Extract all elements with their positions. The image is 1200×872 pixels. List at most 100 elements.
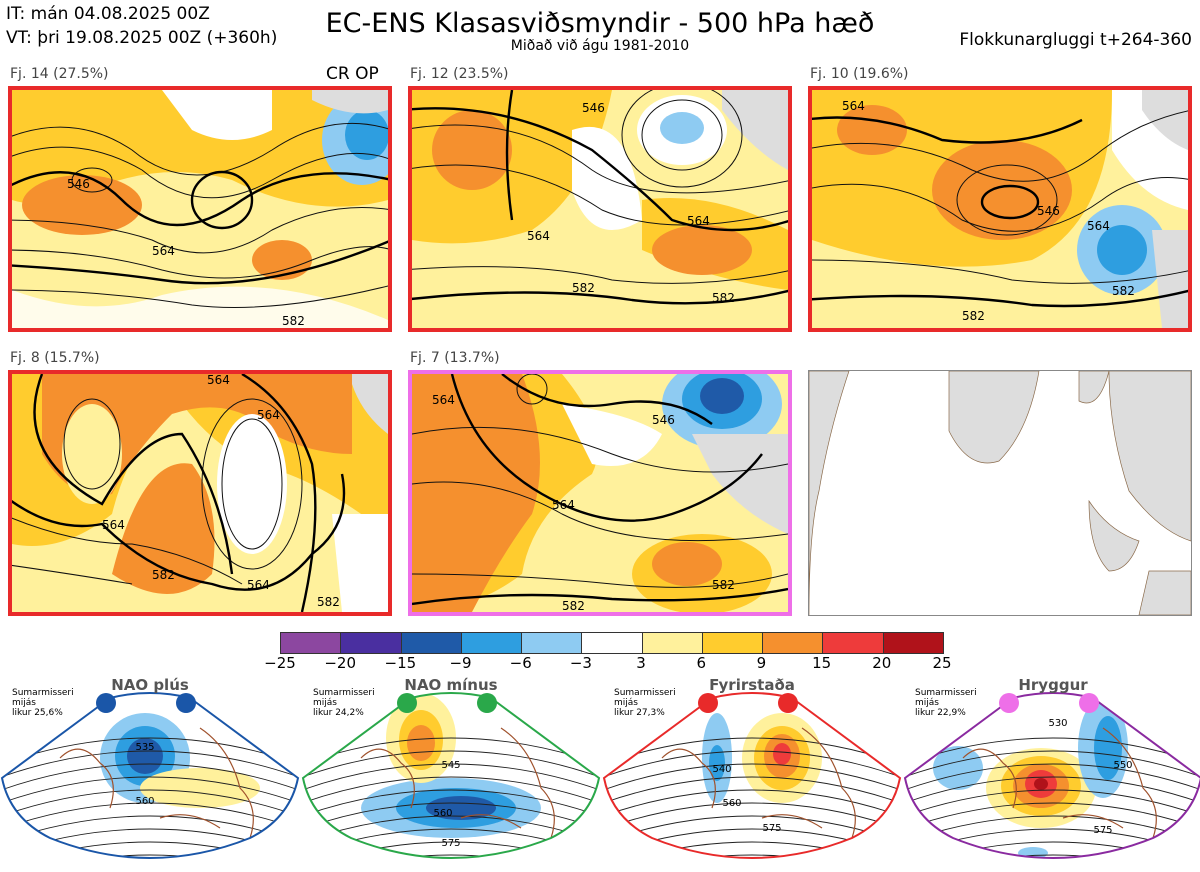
contour-label: 582 bbox=[572, 281, 595, 295]
colorbar-swatch bbox=[461, 633, 523, 653]
contour-label: 582 bbox=[712, 291, 735, 305]
contour-label: 564 bbox=[247, 578, 270, 592]
regime-marker-dot bbox=[176, 693, 196, 713]
regime-panel: 530 550 575 Hryggur Sumarmisseri mijás likur… bbox=[903, 668, 1200, 868]
colorbar-tick-label: −25 bbox=[264, 654, 296, 672]
regime-note: Sumarmisseri mijás likur 24,2% bbox=[313, 688, 375, 718]
regime-note: Sumarmisseri mijás likur 27,3% bbox=[614, 688, 676, 718]
colorbar-swatch bbox=[582, 633, 643, 653]
contour-label: 546 bbox=[1037, 204, 1060, 218]
colorbar-swatch bbox=[401, 633, 462, 653]
regime-map: 530 550 575 bbox=[903, 692, 1200, 859]
regime-contour-label: 540 bbox=[712, 764, 731, 775]
regime-title: NAO plús bbox=[111, 676, 189, 694]
colorbar-tick-label: −20 bbox=[324, 654, 356, 672]
colorbar-tick-label: 6 bbox=[696, 654, 707, 672]
colorbar-swatch bbox=[823, 633, 884, 653]
panel-1-label: Fj. 14 (27.5%) bbox=[10, 66, 109, 82]
cluster-map-4: 564 564 564 564 582 582 bbox=[8, 370, 392, 616]
regime-note: Sumarmisseri mijás likur 22,9% bbox=[915, 688, 977, 718]
regime-marker-dot bbox=[96, 693, 116, 713]
regime-panel: 540 560 575 Fyrirstaða Sumarmisseri mijás li… bbox=[602, 668, 902, 868]
regime-contour-label: 560 bbox=[135, 796, 154, 807]
regime-marker-dot bbox=[477, 693, 497, 713]
regime-contour-label: 575 bbox=[441, 838, 460, 849]
colorbar-tick-label: 9 bbox=[756, 654, 767, 672]
contour-label: 564 bbox=[527, 229, 550, 243]
colorbar-swatch bbox=[341, 633, 402, 653]
regime-title: Fyrirstaða bbox=[709, 676, 795, 694]
colorbar-swatch bbox=[281, 633, 342, 653]
empty-map-panel bbox=[808, 370, 1192, 616]
panel-5-label: Fj. 7 (13.7%) bbox=[410, 350, 500, 366]
regime-marker-dot bbox=[397, 693, 417, 713]
colorbar-tick-label: −15 bbox=[384, 654, 417, 672]
contour-label: 582 bbox=[152, 568, 175, 582]
contour-label: 546 bbox=[652, 413, 675, 427]
contour-label: 564 bbox=[102, 518, 125, 532]
page-subtitle: Miðað við águ 1981-2010 bbox=[510, 38, 690, 54]
classification-window: Flokkunargluggi t+264-360 bbox=[959, 30, 1192, 50]
contour-label: 546 bbox=[582, 101, 605, 115]
contour-label: 582 bbox=[282, 314, 305, 328]
panel-1-extra: CR OP bbox=[326, 64, 379, 84]
regime-map: 545 560 575 bbox=[301, 692, 601, 859]
regime-title: Hryggur bbox=[1018, 676, 1088, 694]
regime-contour-label: 560 bbox=[433, 808, 452, 819]
panel-4-label: Fj. 8 (15.7%) bbox=[10, 350, 100, 366]
colorbar-tick-label: 3 bbox=[636, 654, 646, 672]
colorbar-tick-label: 15 bbox=[812, 654, 832, 672]
colorbar-swatch bbox=[522, 633, 583, 653]
colorbar-tick-label: 20 bbox=[872, 654, 892, 672]
contour-label: 582 bbox=[562, 599, 585, 612]
regime-panel: 545 560 575 NAO mínus Sumarmisseri mijás lik… bbox=[301, 668, 601, 868]
contour-label: 564 bbox=[432, 393, 455, 407]
colorbar-swatch bbox=[702, 633, 764, 653]
contour-label: 582 bbox=[712, 578, 735, 592]
contour-label: 582 bbox=[317, 595, 340, 609]
contour-label: 546 bbox=[67, 177, 90, 191]
contour-label: 582 bbox=[962, 309, 985, 323]
regime-contour-label: 575 bbox=[762, 823, 781, 834]
page-title: EC-ENS Klasasviðsmyndir - 500 hPa hæð bbox=[325, 8, 875, 39]
regime-map: 540 560 575 bbox=[602, 692, 902, 859]
panel-3-label: Fj. 10 (19.6%) bbox=[810, 66, 909, 82]
regime-marker-dot bbox=[778, 693, 798, 713]
contour-label: 564 bbox=[552, 498, 575, 512]
regime-title: NAO mínus bbox=[404, 676, 498, 694]
regime-map: 535 560 bbox=[0, 692, 300, 859]
colorbar-tick-label: −3 bbox=[569, 654, 592, 672]
colorbar-tick-label: 25 bbox=[932, 654, 952, 672]
contour-label: 564 bbox=[257, 408, 280, 422]
colorbar-swatch bbox=[883, 633, 943, 653]
valid-time: VT: þri 19.08.2025 00Z (+360h) bbox=[6, 28, 278, 48]
contour-label: 564 bbox=[842, 99, 865, 113]
regime-contour-label: 575 bbox=[1093, 825, 1112, 836]
panel-2-label: Fj. 12 (23.5%) bbox=[410, 66, 509, 82]
regime-contour-label: 530 bbox=[1048, 718, 1067, 729]
regime-contour-label: 545 bbox=[441, 760, 460, 771]
contour-label: 564 bbox=[687, 214, 710, 228]
regime-note: Sumarmisseri mijás likur 25,6% bbox=[12, 688, 74, 718]
contour-label: 582 bbox=[1112, 284, 1135, 298]
contour-label: 564 bbox=[1087, 219, 1110, 233]
contour-label: 564 bbox=[152, 244, 175, 258]
cluster-map-1: 546 564 582 bbox=[8, 86, 392, 332]
regime-contour-label: 550 bbox=[1113, 760, 1132, 771]
initial-time: IT: mán 04.08.2025 00Z bbox=[6, 4, 210, 24]
regime-panel: 535 560 NAO plús Sumarmisseri mijás likur 2… bbox=[0, 668, 300, 868]
regime-contour-label: 560 bbox=[722, 798, 741, 809]
colorbar-swatch bbox=[642, 633, 703, 653]
cluster-map-2: 546 564 564 582 582 bbox=[408, 86, 792, 332]
colorbar-swatch bbox=[763, 633, 824, 653]
regime-marker-dot bbox=[698, 693, 718, 713]
regime-marker-dot bbox=[1079, 693, 1099, 713]
colorbar-tick-label: −9 bbox=[449, 654, 472, 672]
regime-contour-label: 535 bbox=[135, 742, 154, 753]
regime-marker-dot bbox=[999, 693, 1019, 713]
cluster-map-3: 564 546 564 582 582 bbox=[808, 86, 1192, 332]
cluster-map-5: 564 546 564 582 582 bbox=[408, 370, 792, 616]
colorbar bbox=[280, 632, 944, 654]
contour-label: 564 bbox=[207, 374, 230, 387]
colorbar-tick-label: −6 bbox=[509, 654, 532, 672]
